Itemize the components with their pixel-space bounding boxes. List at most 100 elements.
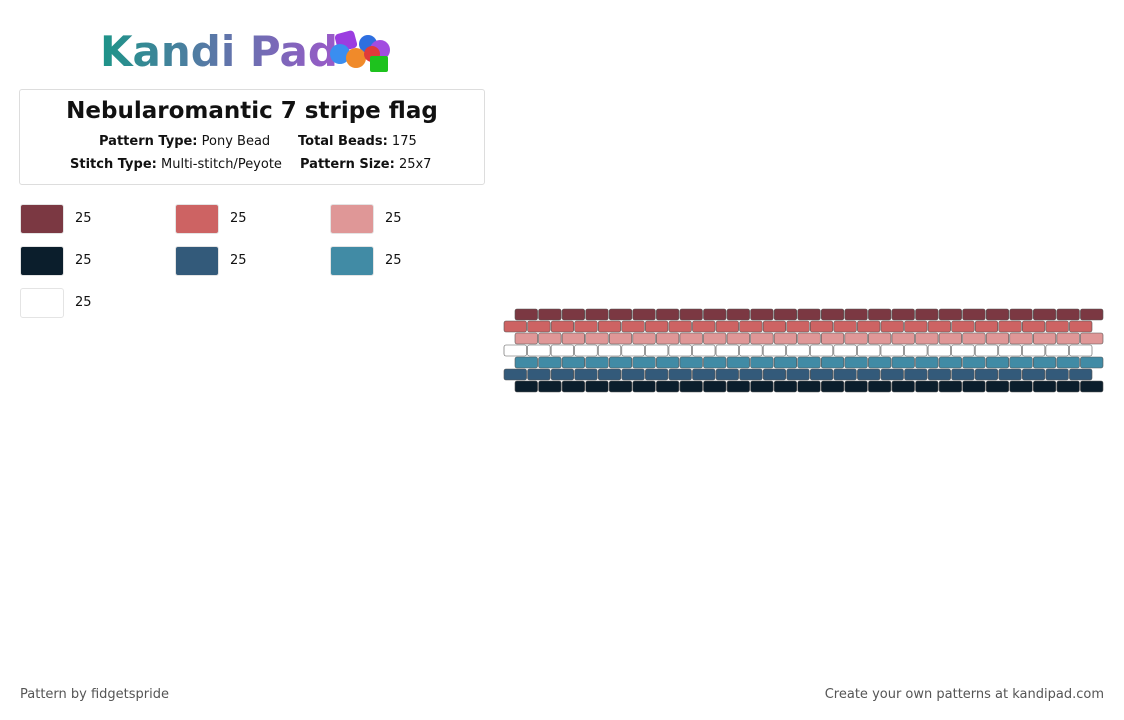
bead — [538, 380, 562, 393]
bead — [985, 356, 1010, 369]
bead — [868, 308, 892, 321]
bead — [550, 320, 574, 333]
bead — [1033, 308, 1057, 321]
bead — [538, 308, 562, 321]
bead-count: 25 — [230, 211, 247, 226]
bead — [833, 320, 857, 333]
bead — [857, 368, 881, 381]
bead — [773, 308, 798, 321]
bead — [608, 356, 633, 369]
bead — [1009, 308, 1033, 321]
info-item: Stitch Type: Multi-stitch/Peyote — [70, 157, 282, 172]
bead — [820, 308, 845, 321]
info-label: Stitch Type: — [70, 157, 157, 172]
bead — [938, 308, 962, 321]
bead — [915, 332, 939, 345]
bead — [880, 320, 904, 333]
bead — [773, 332, 798, 345]
bead-count: 25 — [75, 211, 92, 226]
bead — [550, 368, 574, 381]
bead-count: 25 — [385, 211, 402, 226]
bead — [621, 320, 645, 333]
bead — [597, 368, 622, 381]
bead — [797, 332, 821, 345]
bead — [1009, 356, 1033, 369]
bead — [915, 356, 939, 369]
bead — [608, 332, 633, 345]
bead — [632, 380, 656, 393]
color-swatch — [330, 204, 374, 234]
bead — [726, 332, 750, 345]
bead — [750, 356, 774, 369]
bead — [820, 380, 845, 393]
bead-count: 25 — [230, 253, 247, 268]
bead — [726, 308, 750, 321]
bead — [904, 320, 928, 333]
bead — [668, 344, 692, 357]
bead — [1009, 332, 1033, 345]
bead — [1033, 332, 1057, 345]
bead — [585, 308, 609, 321]
bead — [974, 368, 999, 381]
bead — [585, 332, 609, 345]
info-label: Pattern Type: — [99, 134, 198, 149]
bead — [1022, 344, 1046, 357]
bead — [927, 320, 951, 333]
bead — [927, 368, 951, 381]
bead — [797, 308, 821, 321]
logo-icon — [330, 30, 390, 72]
bead — [1045, 344, 1069, 357]
bead — [1069, 368, 1093, 381]
bead — [844, 356, 868, 369]
bead — [962, 332, 986, 345]
bead — [1080, 356, 1104, 369]
color-swatch — [20, 204, 64, 234]
bead — [703, 356, 727, 369]
bead — [762, 368, 787, 381]
bead — [656, 356, 680, 369]
bead — [703, 380, 727, 393]
bead — [1033, 380, 1057, 393]
bead — [668, 368, 692, 381]
bead — [1069, 320, 1093, 333]
bead — [891, 356, 915, 369]
bead — [574, 344, 598, 357]
bead — [608, 380, 633, 393]
bead — [1022, 368, 1046, 381]
bead — [868, 356, 892, 369]
info-item: Pattern Type: Pony Bead — [99, 134, 270, 149]
bead — [773, 380, 798, 393]
bead — [514, 380, 538, 393]
bead — [904, 344, 928, 357]
bead — [739, 368, 763, 381]
bead — [645, 368, 669, 381]
bead — [739, 344, 763, 357]
bead — [715, 368, 739, 381]
bead — [786, 320, 810, 333]
bead — [951, 368, 975, 381]
bead — [703, 332, 727, 345]
bead — [538, 332, 562, 345]
pattern-title: Nebularomantic 7 stripe flag — [66, 98, 438, 124]
bead — [1033, 356, 1057, 369]
bead — [868, 332, 892, 345]
bead — [656, 380, 680, 393]
color-swatch — [175, 246, 219, 276]
bead — [1045, 368, 1069, 381]
bead — [762, 344, 787, 357]
bead — [938, 356, 962, 369]
bead — [998, 368, 1022, 381]
bead — [750, 308, 774, 321]
logo-text: Kandi Pad — [100, 27, 338, 76]
bead — [632, 332, 656, 345]
color-swatch — [330, 246, 374, 276]
bead — [951, 344, 975, 357]
bead — [703, 308, 727, 321]
bead — [668, 320, 692, 333]
bead — [974, 344, 999, 357]
bead — [1009, 380, 1033, 393]
bead — [527, 344, 551, 357]
bead — [679, 356, 703, 369]
bead — [692, 368, 716, 381]
bead — [1080, 380, 1104, 393]
